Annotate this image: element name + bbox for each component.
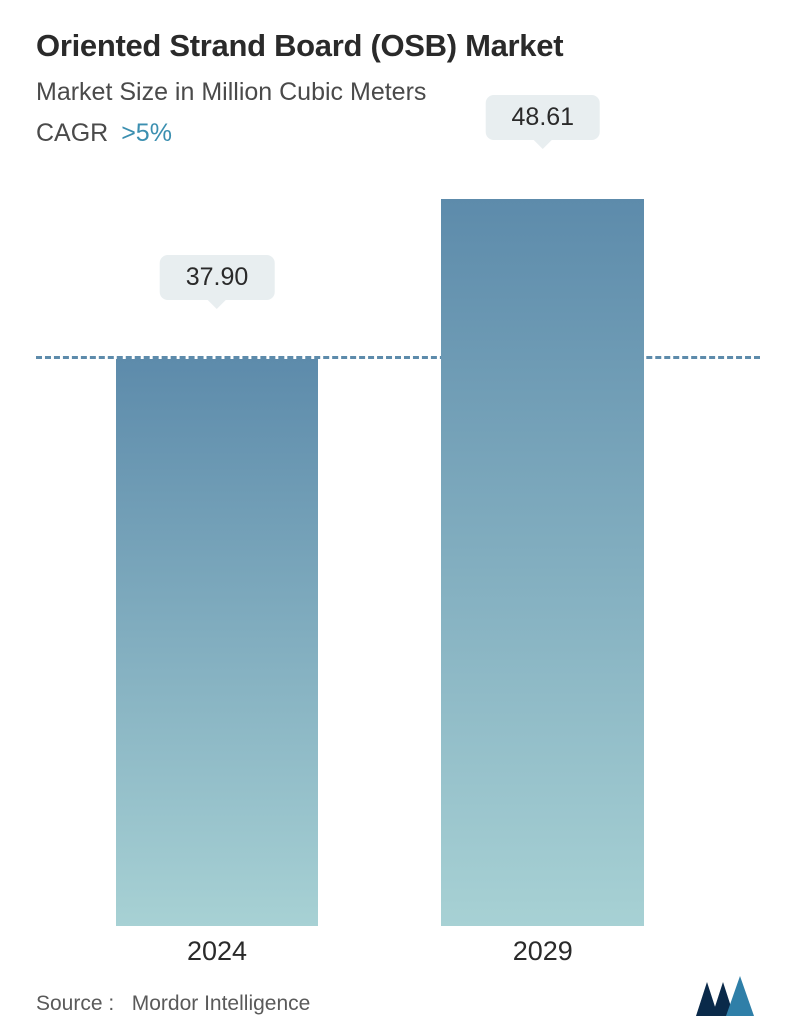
x-axis-label-2029: 2029 xyxy=(513,936,573,967)
bar-2029 xyxy=(441,199,644,926)
value-label: 48.61 xyxy=(512,103,575,131)
source-label: Source : xyxy=(36,992,114,1015)
page-title: Oriented Strand Board (OSB) Market xyxy=(36,28,760,64)
value-pill-2024: 37.90 xyxy=(160,255,275,300)
cagr-label: CAGR xyxy=(36,119,108,147)
cagr-row: CAGR >5% xyxy=(36,119,760,148)
brand-logo xyxy=(696,976,760,1016)
value-pill-2029: 48.61 xyxy=(486,95,601,140)
value-label: 37.90 xyxy=(186,263,249,291)
source-value: Mordor Intelligence xyxy=(132,992,311,1015)
cagr-value: >5% xyxy=(121,119,172,147)
bar-2024 xyxy=(116,359,319,926)
bar-chart: 37.90 48.61 2024 2029 xyxy=(36,178,760,1006)
source-text: Source : Mordor Intelligence xyxy=(36,992,310,1016)
mordor-logo-icon xyxy=(696,976,760,1016)
x-axis-label-2024: 2024 xyxy=(187,936,247,967)
subtitle: Market Size in Million Cubic Meters xyxy=(36,78,760,107)
